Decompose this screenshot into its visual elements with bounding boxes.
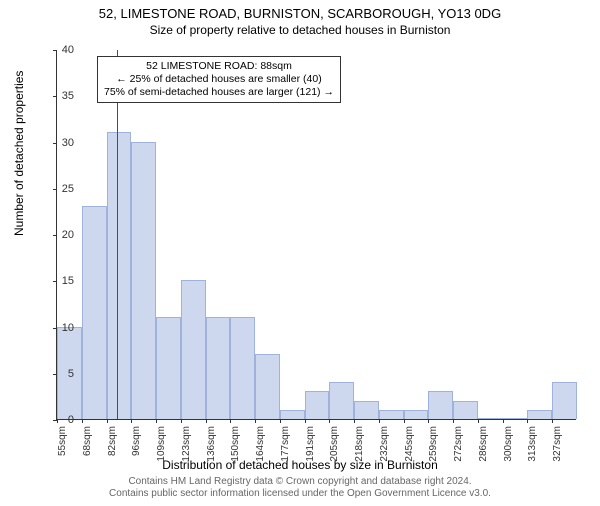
footer-line1: Contains HM Land Registry data © Crown c…	[0, 476, 600, 488]
xtick-mark	[404, 419, 405, 423]
xtick-label: 327sqm	[552, 426, 563, 462]
xtick-label: 218sqm	[354, 426, 365, 462]
xtick-mark	[305, 419, 306, 423]
histogram-bar	[305, 391, 330, 419]
xtick-label: 136sqm	[206, 426, 217, 462]
annotation-line: ← 25% of detached houses are smaller (40…	[104, 73, 334, 86]
histogram-bar	[354, 401, 379, 420]
histogram-bar	[453, 401, 478, 420]
ytick-label: 25	[62, 183, 74, 195]
xtick-label: 96sqm	[131, 426, 142, 456]
xtick-mark	[503, 419, 504, 423]
ytick-label: 0	[68, 414, 74, 426]
histogram-bar	[503, 418, 528, 419]
histogram-bar	[206, 317, 231, 419]
ytick-label: 35	[62, 90, 74, 102]
xtick-mark	[230, 419, 231, 423]
histogram-bar	[280, 410, 305, 419]
histogram-bar	[552, 382, 577, 419]
reference-line	[117, 50, 118, 419]
ytick-label: 40	[62, 44, 74, 56]
footer-line2: Contains public sector information licen…	[0, 488, 600, 500]
histogram-bar	[82, 206, 107, 419]
ytick-mark	[53, 143, 57, 144]
xtick-label: 150sqm	[230, 426, 241, 462]
xtick-mark	[379, 419, 380, 423]
histogram-bar	[181, 280, 206, 419]
histogram-bar	[230, 317, 255, 419]
annotation-line: 75% of semi-detached houses are larger (…	[104, 86, 334, 99]
histogram-bar	[404, 410, 429, 419]
ytick-label: 30	[62, 137, 74, 149]
xtick-label: 259sqm	[428, 426, 439, 462]
xtick-mark	[478, 419, 479, 423]
histogram-bar	[329, 382, 354, 419]
footer-attribution: Contains HM Land Registry data © Crown c…	[0, 476, 600, 500]
ytick-label: 5	[68, 368, 74, 380]
xtick-mark	[156, 419, 157, 423]
xtick-mark	[82, 419, 83, 423]
xtick-mark	[552, 419, 553, 423]
plot-area: 55sqm68sqm82sqm96sqm109sqm123sqm136sqm15…	[56, 50, 576, 420]
xtick-mark	[428, 419, 429, 423]
xtick-label: 313sqm	[527, 426, 538, 462]
histogram-bar	[428, 391, 453, 419]
xtick-label: 68sqm	[82, 426, 93, 456]
ytick-mark	[53, 189, 57, 190]
xtick-mark	[206, 419, 207, 423]
xtick-label: 205sqm	[329, 426, 340, 462]
xtick-mark	[131, 419, 132, 423]
histogram-bar	[255, 354, 280, 419]
xtick-mark	[280, 419, 281, 423]
ytick-mark	[53, 281, 57, 282]
xtick-mark	[453, 419, 454, 423]
histogram-chart: 55sqm68sqm82sqm96sqm109sqm123sqm136sqm15…	[56, 50, 576, 420]
histogram-bar	[527, 410, 552, 419]
histogram-bar	[131, 142, 156, 420]
xtick-mark	[107, 419, 108, 423]
y-axis-label: Number of detached properties	[12, 71, 26, 236]
xtick-label: 82sqm	[107, 426, 118, 456]
xtick-label: 272sqm	[453, 426, 464, 462]
ytick-label: 20	[62, 229, 74, 241]
page-title: 52, LIMESTONE ROAD, BURNISTON, SCARBOROU…	[0, 6, 600, 21]
histogram-bar	[379, 410, 404, 419]
xtick-label: 164sqm	[255, 426, 266, 462]
histogram-bar	[478, 418, 503, 419]
xtick-mark	[354, 419, 355, 423]
xtick-label: 123sqm	[181, 426, 192, 462]
xtick-label: 191sqm	[305, 426, 316, 462]
xtick-label: 300sqm	[503, 426, 514, 462]
ytick-label: 15	[62, 275, 74, 287]
ytick-mark	[53, 50, 57, 51]
histogram-bar	[156, 317, 181, 419]
xtick-label: 245sqm	[404, 426, 415, 462]
histogram-bar	[107, 132, 132, 419]
xtick-mark	[255, 419, 256, 423]
annotation-line: 52 LIMESTONE ROAD: 88sqm	[104, 60, 334, 73]
page-subtitle: Size of property relative to detached ho…	[0, 23, 600, 37]
annotation-box: 52 LIMESTONE ROAD: 88sqm← 25% of detache…	[97, 56, 341, 103]
xtick-mark	[181, 419, 182, 423]
xtick-mark	[57, 419, 58, 423]
ytick-mark	[53, 96, 57, 97]
ytick-mark	[53, 235, 57, 236]
x-axis-label: Distribution of detached houses by size …	[0, 458, 600, 472]
xtick-label: 55sqm	[57, 426, 68, 456]
xtick-mark	[527, 419, 528, 423]
ytick-label: 10	[62, 322, 74, 334]
xtick-label: 109sqm	[156, 426, 167, 462]
xtick-label: 177sqm	[280, 426, 291, 462]
xtick-label: 286sqm	[478, 426, 489, 462]
xtick-label: 232sqm	[379, 426, 390, 462]
xtick-mark	[329, 419, 330, 423]
